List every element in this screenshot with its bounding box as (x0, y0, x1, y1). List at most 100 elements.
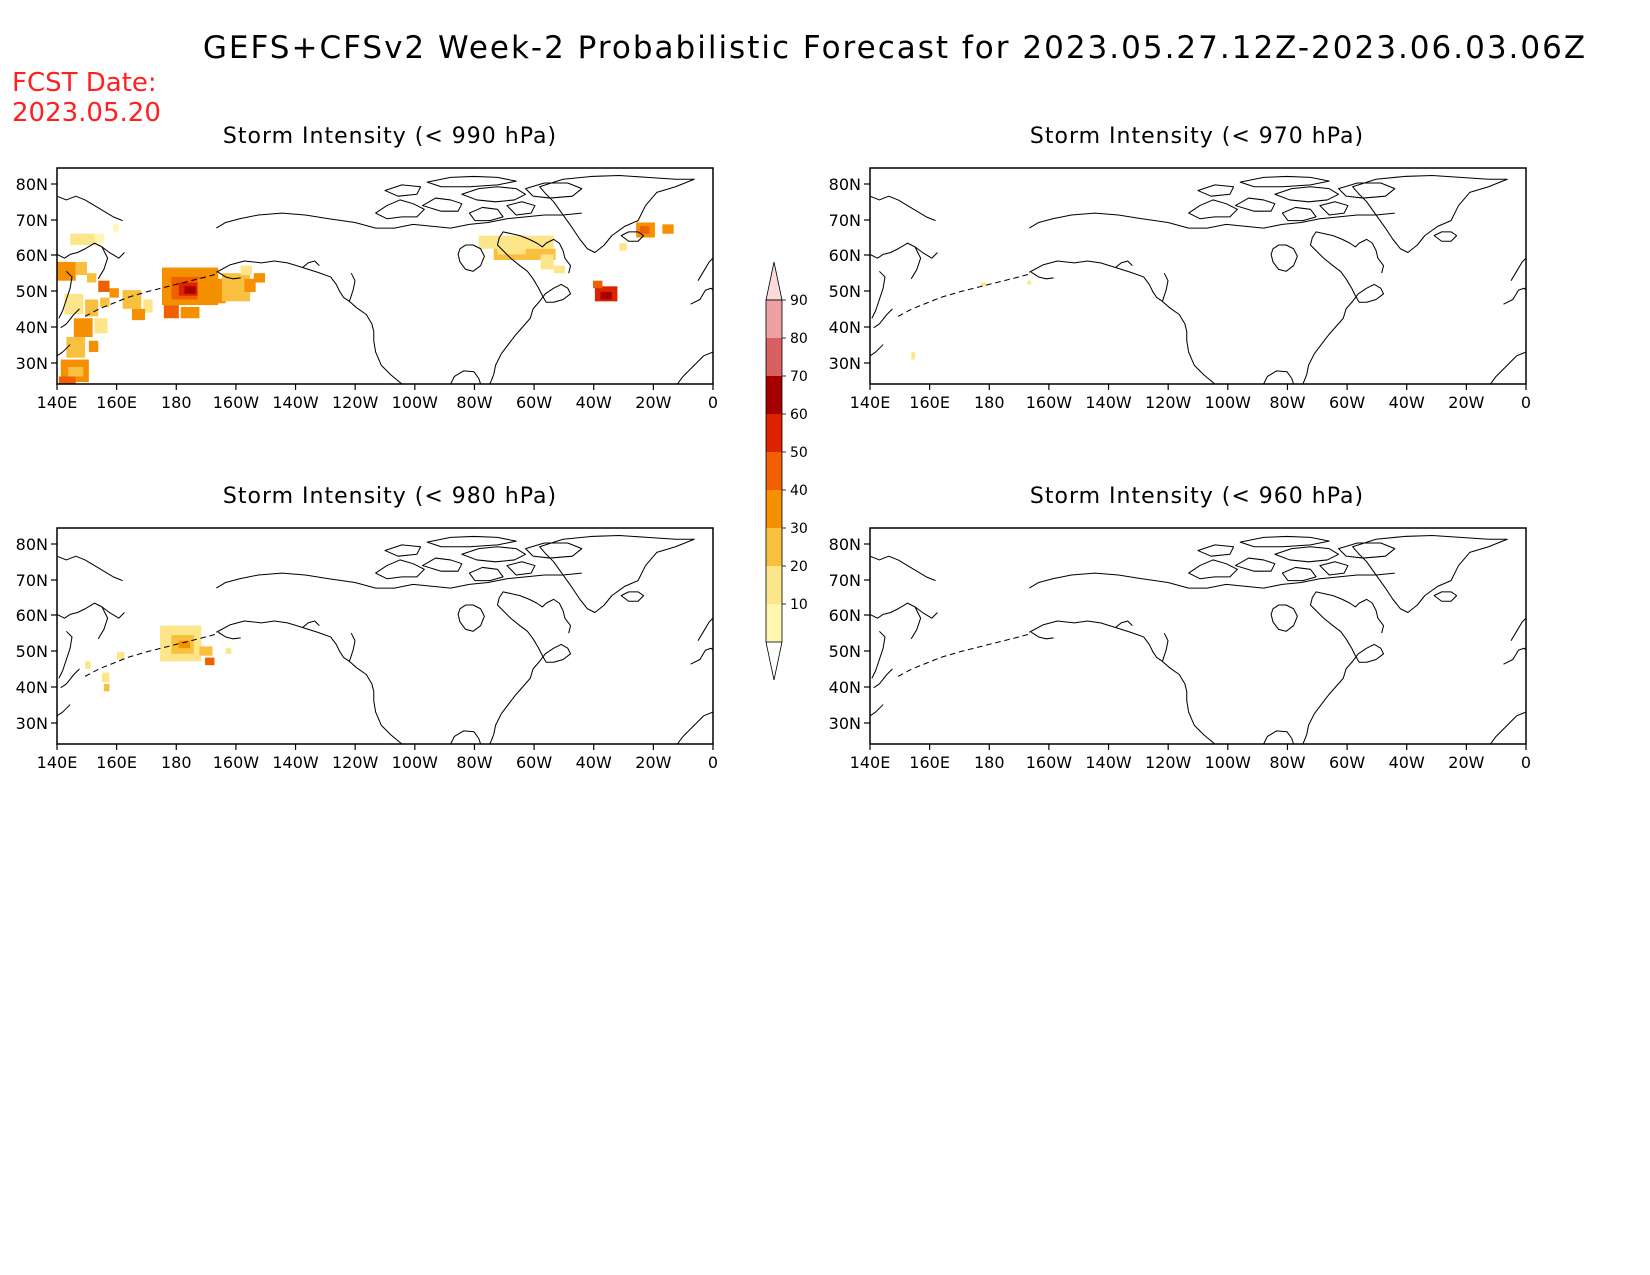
panel-title-980: Storm Intensity (< 980 hPa) (222, 484, 558, 509)
lon-tick-label: 100W (392, 753, 439, 772)
probability-cell (70, 233, 97, 246)
colorbar-label: 60 (790, 407, 808, 423)
probability-shading (911, 280, 1032, 360)
probability-cell (240, 265, 252, 276)
probability-cell (197, 278, 226, 304)
lon-tick-label: 160E (96, 393, 137, 412)
lat-tick-label: 70N (16, 571, 48, 590)
probability-cell (66, 337, 86, 358)
lon-tick-label: 20W (635, 393, 671, 412)
probability-cell (980, 282, 987, 287)
lat-tick-label: 50N (16, 282, 48, 301)
lon-tick-label: 0 (708, 753, 718, 772)
probability-cell (184, 286, 196, 294)
probability-cell (540, 254, 554, 270)
lon-tick-label: 100W (392, 393, 439, 412)
forecast-date-value: 2023.05.20 (12, 98, 161, 128)
colorbar-segment (766, 490, 782, 528)
lon-tick-label: 100W (1205, 393, 1252, 412)
map-frame (56, 527, 714, 745)
lon-tick-label: 160W (213, 753, 260, 772)
probability-cell (122, 290, 142, 309)
lat-tick-label: 40N (829, 318, 861, 337)
lat-tick-label: 80N (16, 175, 48, 194)
map-panel-960: 80N 70N 60N 50N 40N 30N 140E 160E 180 160W 140W 120… (829, 527, 1531, 772)
colorbar-bottom-arrow (765, 641, 783, 681)
probability-shading (85, 625, 232, 692)
lat-tick-label: 60N (16, 246, 48, 265)
colorbar-segment (766, 414, 782, 452)
panel-title-960: Storm Intensity (< 960 hPa) (1029, 484, 1365, 509)
lat-tick-label: 80N (829, 535, 861, 554)
forecast-date-label: FCST Date: (12, 68, 157, 98)
lon-tick-label: 180 (161, 753, 192, 772)
coastline (870, 534, 1527, 745)
lon-tick-label: 160W (1026, 393, 1073, 412)
colorbar-label: 20 (790, 559, 808, 575)
lon-tick-label: 20W (635, 753, 671, 772)
lon-tick-label: 180 (974, 393, 1005, 412)
lon-tick-label: 0 (708, 393, 718, 412)
lon-tick-label: 140E (37, 753, 78, 772)
lon-tick-label: 140W (272, 393, 319, 412)
lon-tick-label: 60W (1329, 753, 1365, 772)
coastline (57, 534, 714, 745)
main-title: GEFS+CFSv2 Week-2 Probabilistic Forecast… (202, 30, 1588, 66)
colorbar-label: 90 (790, 293, 808, 309)
lon-tick-label: 120W (1145, 753, 1192, 772)
colorbar-segment (766, 604, 782, 642)
lon-tick-label: 160E (96, 753, 137, 772)
lon-tick-label: 60W (516, 393, 552, 412)
lat-tick-label: 70N (16, 211, 48, 230)
lon-tick-label: 180 (974, 753, 1005, 772)
probability-cell (497, 246, 526, 255)
map-panel-980: 80N 70N 60N 50N 40N 30N 140E 160E 180 160W 140W 120… (16, 527, 718, 772)
lon-tick-label: 120W (1145, 393, 1192, 412)
map-frame (56, 167, 714, 385)
probability-cell (911, 352, 915, 360)
probability-cell (199, 646, 213, 656)
probability-cell (143, 299, 153, 313)
colorbar-segment (766, 376, 782, 414)
probability-cell (593, 280, 603, 289)
lat-tick-label: 40N (16, 318, 48, 337)
lon-tick-label: 0 (1521, 753, 1531, 772)
probability-cell (75, 261, 87, 276)
probability-cell (98, 280, 110, 292)
map-panel-970: 80N 70N 60N 50N 40N 30N 140E 160E 180 160W 140W 120… (829, 167, 1531, 412)
coastline (57, 174, 714, 385)
probability-cell (68, 367, 84, 377)
lat-tick-label: 70N (829, 571, 861, 590)
colorbar-label: 30 (790, 521, 808, 537)
probability-cell (88, 340, 99, 353)
colorbar: 90 80 70 60 50 40 30 20 10 (765, 261, 808, 681)
lat-tick-label: 30N (829, 714, 861, 733)
probability-cell (205, 657, 215, 666)
colorbar-label: 40 (790, 483, 808, 499)
map-frame (869, 167, 1527, 385)
lon-tick-label: 20W (1448, 393, 1484, 412)
probability-cell (163, 305, 179, 319)
probability-cell (619, 243, 627, 251)
coastline (870, 174, 1527, 385)
lon-tick-label: 160E (909, 753, 950, 772)
probability-cell (109, 288, 119, 298)
lon-tick-label: 40W (576, 393, 612, 412)
map-panel-990: 80N 70N 60N 50N 40N 30N 140E 160E 180 160W 140W 120… (16, 167, 718, 412)
lon-tick-label: 140E (37, 393, 78, 412)
probability-cell (225, 648, 232, 654)
lon-tick-label: 60W (516, 753, 552, 772)
probability-cell (58, 376, 76, 385)
lat-tick-label: 40N (829, 678, 861, 697)
lon-tick-label: 160W (213, 393, 260, 412)
lat-tick-label: 60N (16, 606, 48, 625)
lat-tick-label: 50N (829, 282, 861, 301)
colorbar-label: 50 (790, 445, 808, 461)
lon-tick-label: 140W (1085, 753, 1132, 772)
probability-cell (244, 278, 256, 292)
panel-title-990: Storm Intensity (< 990 hPa) (222, 124, 558, 149)
probability-cell (73, 318, 93, 338)
probability-cell (553, 265, 565, 274)
probability-cell (600, 291, 612, 300)
